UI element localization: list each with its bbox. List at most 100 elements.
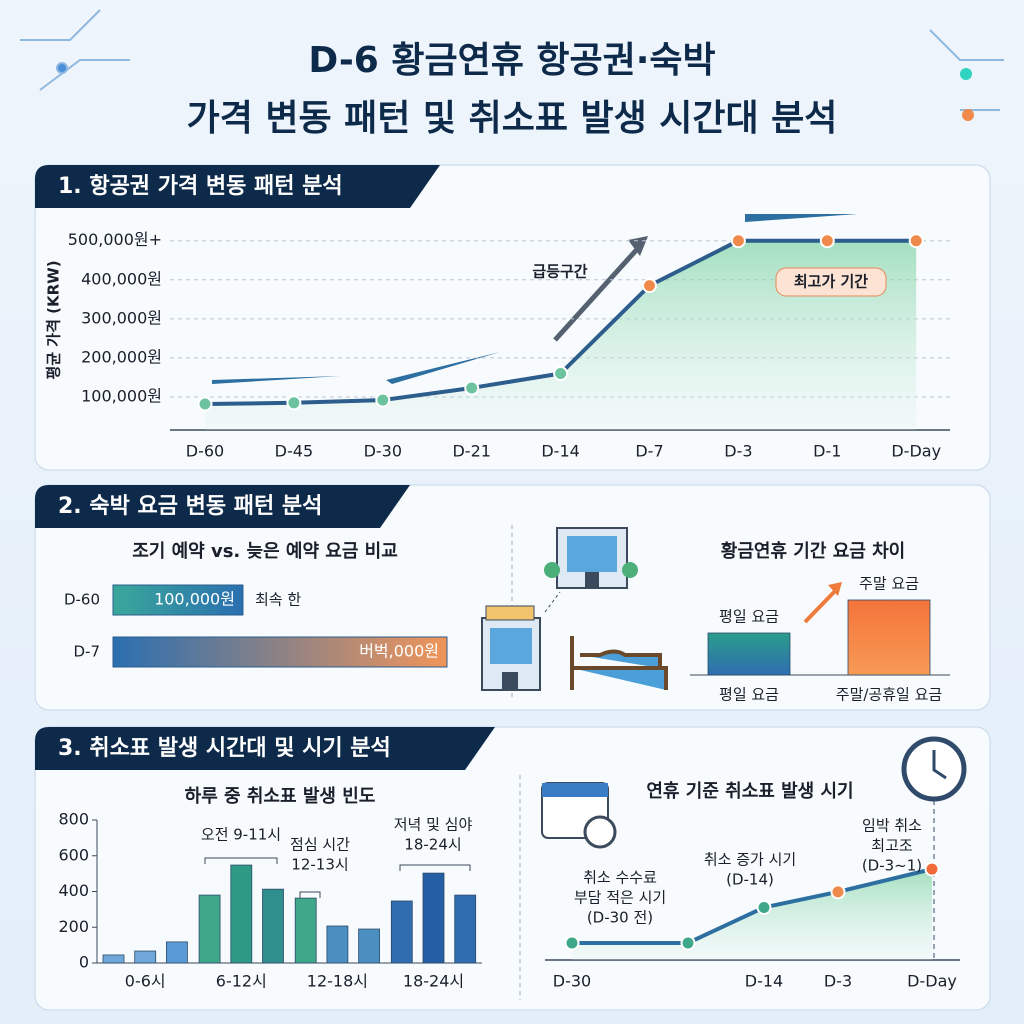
bracket (399, 864, 471, 871)
point (924, 861, 940, 877)
bar (847, 599, 931, 676)
bar (454, 894, 477, 964)
x-tick-label: D-30 (553, 972, 591, 991)
bracket (204, 857, 278, 864)
title-line: D-6 황금연휴 항공권·숙박 (308, 40, 715, 81)
annotation: 18-24시 (404, 836, 461, 854)
annotation: 급등구간 (532, 263, 587, 281)
x-tick-label: D-30 (364, 442, 402, 461)
annotation: 최고가 기간 (794, 273, 868, 291)
note: 최속 한 (255, 591, 301, 609)
x-tick-label: D-14 (541, 442, 579, 461)
point (553, 366, 569, 382)
y-tick-label: 500,000원+ (68, 230, 162, 249)
annotation: 저녁 및 심야 (394, 816, 473, 834)
annotation: 임박 취소 (862, 817, 922, 835)
x-tick-label: D-3 (724, 442, 752, 461)
area (205, 240, 917, 430)
group-label: 6-12시 (216, 972, 267, 991)
annotation: 취소 수수료 (583, 869, 657, 887)
bar (198, 894, 221, 964)
x-tick-label: 평일 요금 (719, 686, 779, 704)
value-label: 100,000원 (154, 590, 235, 609)
y-tick-label: 0 (79, 953, 89, 972)
section-title: 1. 항공권 가격 변동 패턴 분석 (58, 174, 343, 199)
y-tick-label: 300,000원 (81, 308, 162, 327)
annotation: 12-13시 (291, 856, 348, 874)
bar (707, 632, 791, 676)
chart-title: 연휴 기준 취소표 발생 시기 (646, 781, 853, 802)
chart-title: 조기 예약 vs. 늦은 예약 요금 비교 (132, 540, 398, 562)
y-tick-label: 600 (58, 845, 89, 864)
point (730, 233, 746, 249)
bar (134, 950, 157, 964)
section-title: 3. 취소표 발생 시간대 및 시기 분석 (58, 736, 391, 761)
x-tick-label: D-21 (452, 442, 490, 461)
bar (326, 925, 349, 964)
x-tick-label: 주말/공휴일 요금 (836, 686, 943, 704)
bar-label: 주말 요금 (859, 575, 919, 593)
bar (262, 888, 284, 964)
point (908, 233, 924, 249)
y-tick-label: 200 (58, 917, 89, 936)
y-tick-label: 200,000원 (81, 347, 162, 366)
section-tab (35, 485, 410, 528)
point (197, 396, 213, 412)
x-tick-label: D-Day (907, 972, 957, 991)
y-tick-label: 800 (58, 810, 89, 829)
group-label: 12-18시 (307, 972, 368, 991)
y-tick-label: 400,000원 (81, 269, 162, 288)
point (830, 884, 846, 900)
y-tick-label: 100,000원 (81, 386, 162, 405)
bar (294, 897, 317, 964)
section-tab (35, 727, 495, 770)
decor (20, 9, 1004, 121)
annotation: 최고조 (871, 837, 913, 855)
bar (112, 636, 448, 668)
point (464, 380, 480, 396)
section-title: 2. 숙박 요금 변동 패턴 분석 (58, 494, 322, 519)
point (819, 233, 835, 249)
annotation: (D-14) (726, 871, 774, 889)
point (642, 278, 657, 294)
chart-title: 황금연휴 기간 요금 차이 (721, 541, 905, 562)
point (564, 935, 580, 951)
bar-label: 평일 요금 (719, 608, 779, 626)
point (286, 395, 302, 411)
point (756, 899, 772, 915)
bracket (299, 891, 321, 898)
annotation: 오전 9-11시 (201, 826, 281, 844)
point (375, 392, 391, 408)
chart-title: 하루 중 취소표 발생 빈도 (185, 786, 376, 807)
x-tick-label: D-3 (824, 972, 852, 991)
bar (390, 900, 413, 964)
bar (422, 872, 445, 964)
annotation: 취소 증가 시기 (704, 851, 796, 869)
annotation-box (775, 267, 887, 297)
x-tick-label: D-Day (891, 442, 941, 461)
x-tick-label: D-60 (186, 442, 224, 461)
group-label: 18-24시 (403, 972, 464, 991)
annotation: (D-30 전) (587, 909, 653, 927)
point (680, 935, 696, 951)
section-tab (35, 165, 440, 208)
group-label: 0-6시 (125, 972, 166, 991)
title-line: 가격 변동 패턴 및 취소표 발생 시간대 분석 (187, 98, 838, 139)
annotation: (D-3~1) (862, 857, 922, 875)
y-axis-label: 평균 가격 (KRW) (45, 260, 63, 379)
x-tick-label: D-7 (635, 442, 663, 461)
bar (165, 941, 188, 964)
bar (102, 954, 125, 964)
value-label: 버벅,000원 (359, 642, 439, 661)
bar (112, 584, 244, 616)
x-tick-label: D-45 (275, 442, 313, 461)
y-tick-label: D-7 (73, 643, 100, 661)
icons (212, 214, 967, 960)
bar (230, 864, 253, 964)
x-tick-label: D-14 (745, 972, 783, 991)
bar (358, 928, 381, 964)
y-tick-label: 400 (58, 881, 89, 900)
x-tick-label: D-1 (813, 442, 841, 461)
annotation: 부담 적은 시기 (574, 889, 666, 907)
